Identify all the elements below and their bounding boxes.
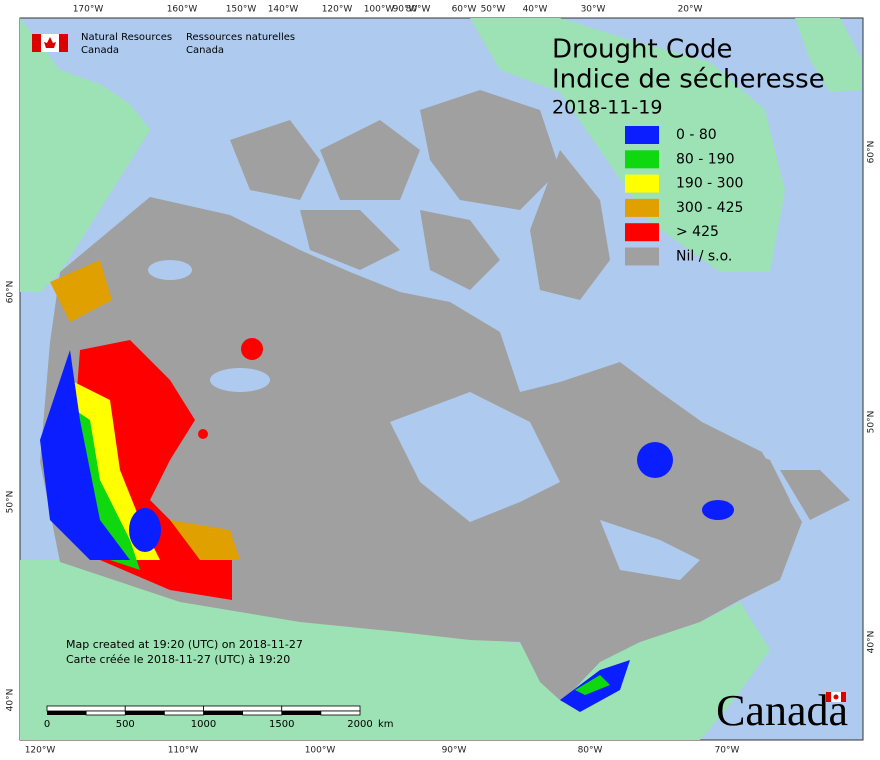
graticule-label: 160°W — [167, 5, 198, 15]
graticule-label: 90°W — [393, 5, 418, 15]
scale-segment — [281, 711, 321, 715]
scale-segment — [242, 710, 283, 716]
scale-segment — [125, 711, 165, 715]
scale-segment — [203, 705, 283, 712]
legend-swatch — [625, 247, 659, 266]
drought-areas — [40, 260, 734, 712]
scale-label: 2000 — [347, 719, 372, 730]
legend-swatch — [625, 198, 659, 217]
scale-label: 0 — [44, 719, 50, 730]
graticule-label: 60°W — [452, 5, 477, 15]
graticule-label: 120°W — [25, 746, 56, 756]
graticule-label: 150°W — [226, 5, 257, 15]
graticule-label: 40°N — [867, 631, 877, 654]
graticule-label: 50°N — [6, 491, 16, 514]
graticule-label: 100°W — [305, 746, 336, 756]
graticule-label: 20°W — [678, 5, 703, 15]
graticule-label: 100°W — [364, 5, 395, 15]
scale-segment — [203, 711, 243, 715]
legend: 0 - 80 80 - 190 190 - 300 300 - 425 > 425 Nil… — [625, 126, 743, 266]
graticule-label: 110°W — [168, 746, 199, 756]
org-fr: Ressources naturelles — [186, 32, 295, 43]
graticule-label: 50°N — [867, 411, 877, 434]
legend-swatch — [625, 150, 659, 169]
legend-label: 80 - 190 — [676, 151, 735, 167]
graticule-label: 170°W — [73, 5, 104, 15]
graticule-label: 140°W — [268, 5, 299, 15]
scale-label: 1500 — [269, 719, 294, 730]
credit: Map created at 19:20 (UTC) on 2018-11-27 — [66, 638, 303, 651]
scale-segment — [281, 705, 361, 712]
scale-segment — [46, 705, 126, 712]
graticule-label: 50°W — [481, 5, 506, 15]
graticule-label: 40°N — [6, 689, 16, 712]
scale-segment — [163, 710, 204, 716]
org-en: Canada — [81, 45, 119, 56]
org-en: Natural Resources — [81, 32, 172, 43]
org-fr: Canada — [186, 45, 224, 56]
nrcan-logo — [32, 34, 68, 52]
title: Drought Code — [552, 35, 733, 65]
graticule-label: 40°W — [523, 5, 548, 15]
scale-segment — [320, 710, 361, 716]
legend-swatch — [625, 126, 659, 144]
scale-segment — [85, 710, 126, 716]
graticule-label: 80°W — [406, 5, 431, 15]
legend-label: 0 - 80 — [676, 127, 717, 143]
graticule-label: 60°N — [867, 141, 877, 164]
scale-unit: km — [378, 719, 394, 730]
legend-label: > 425 — [676, 224, 719, 240]
legend-label: Nil / s.o. — [676, 249, 732, 265]
title: Indice de sécheresse — [552, 65, 825, 95]
graticule-label: 60°N — [6, 281, 16, 304]
wordmark-flag — [826, 692, 846, 702]
scale-segment — [124, 705, 204, 712]
scale-bar: 0 500 1000 1500 2000 km — [44, 705, 394, 730]
legend-label: 190 - 300 — [676, 176, 743, 192]
legend-label: 300 - 425 — [676, 200, 743, 216]
scale-label: 1000 — [191, 719, 216, 730]
graticule-label: 90°W — [442, 746, 467, 756]
credit: Carte créée le 2018-11-27 (UTC) à 19:20 — [66, 653, 290, 666]
water — [148, 260, 700, 580]
scale-label: 500 — [116, 719, 135, 730]
graticule-label: 80°W — [578, 746, 603, 756]
graticule-labels: 170°W 160°W 150°W 140°W 120°W 100°W90°W80°W 60… — [6, 5, 877, 756]
wordmark: Canada — [716, 686, 848, 735]
legend-swatch — [625, 223, 659, 242]
graticule-label: 70°W — [715, 746, 740, 756]
scale-segment — [47, 711, 87, 715]
graticule-label: 120°W — [322, 5, 353, 15]
graticule-label: 30°W — [581, 5, 606, 15]
legend-swatch — [625, 174, 659, 193]
date: 2018-11-19 — [552, 97, 662, 119]
